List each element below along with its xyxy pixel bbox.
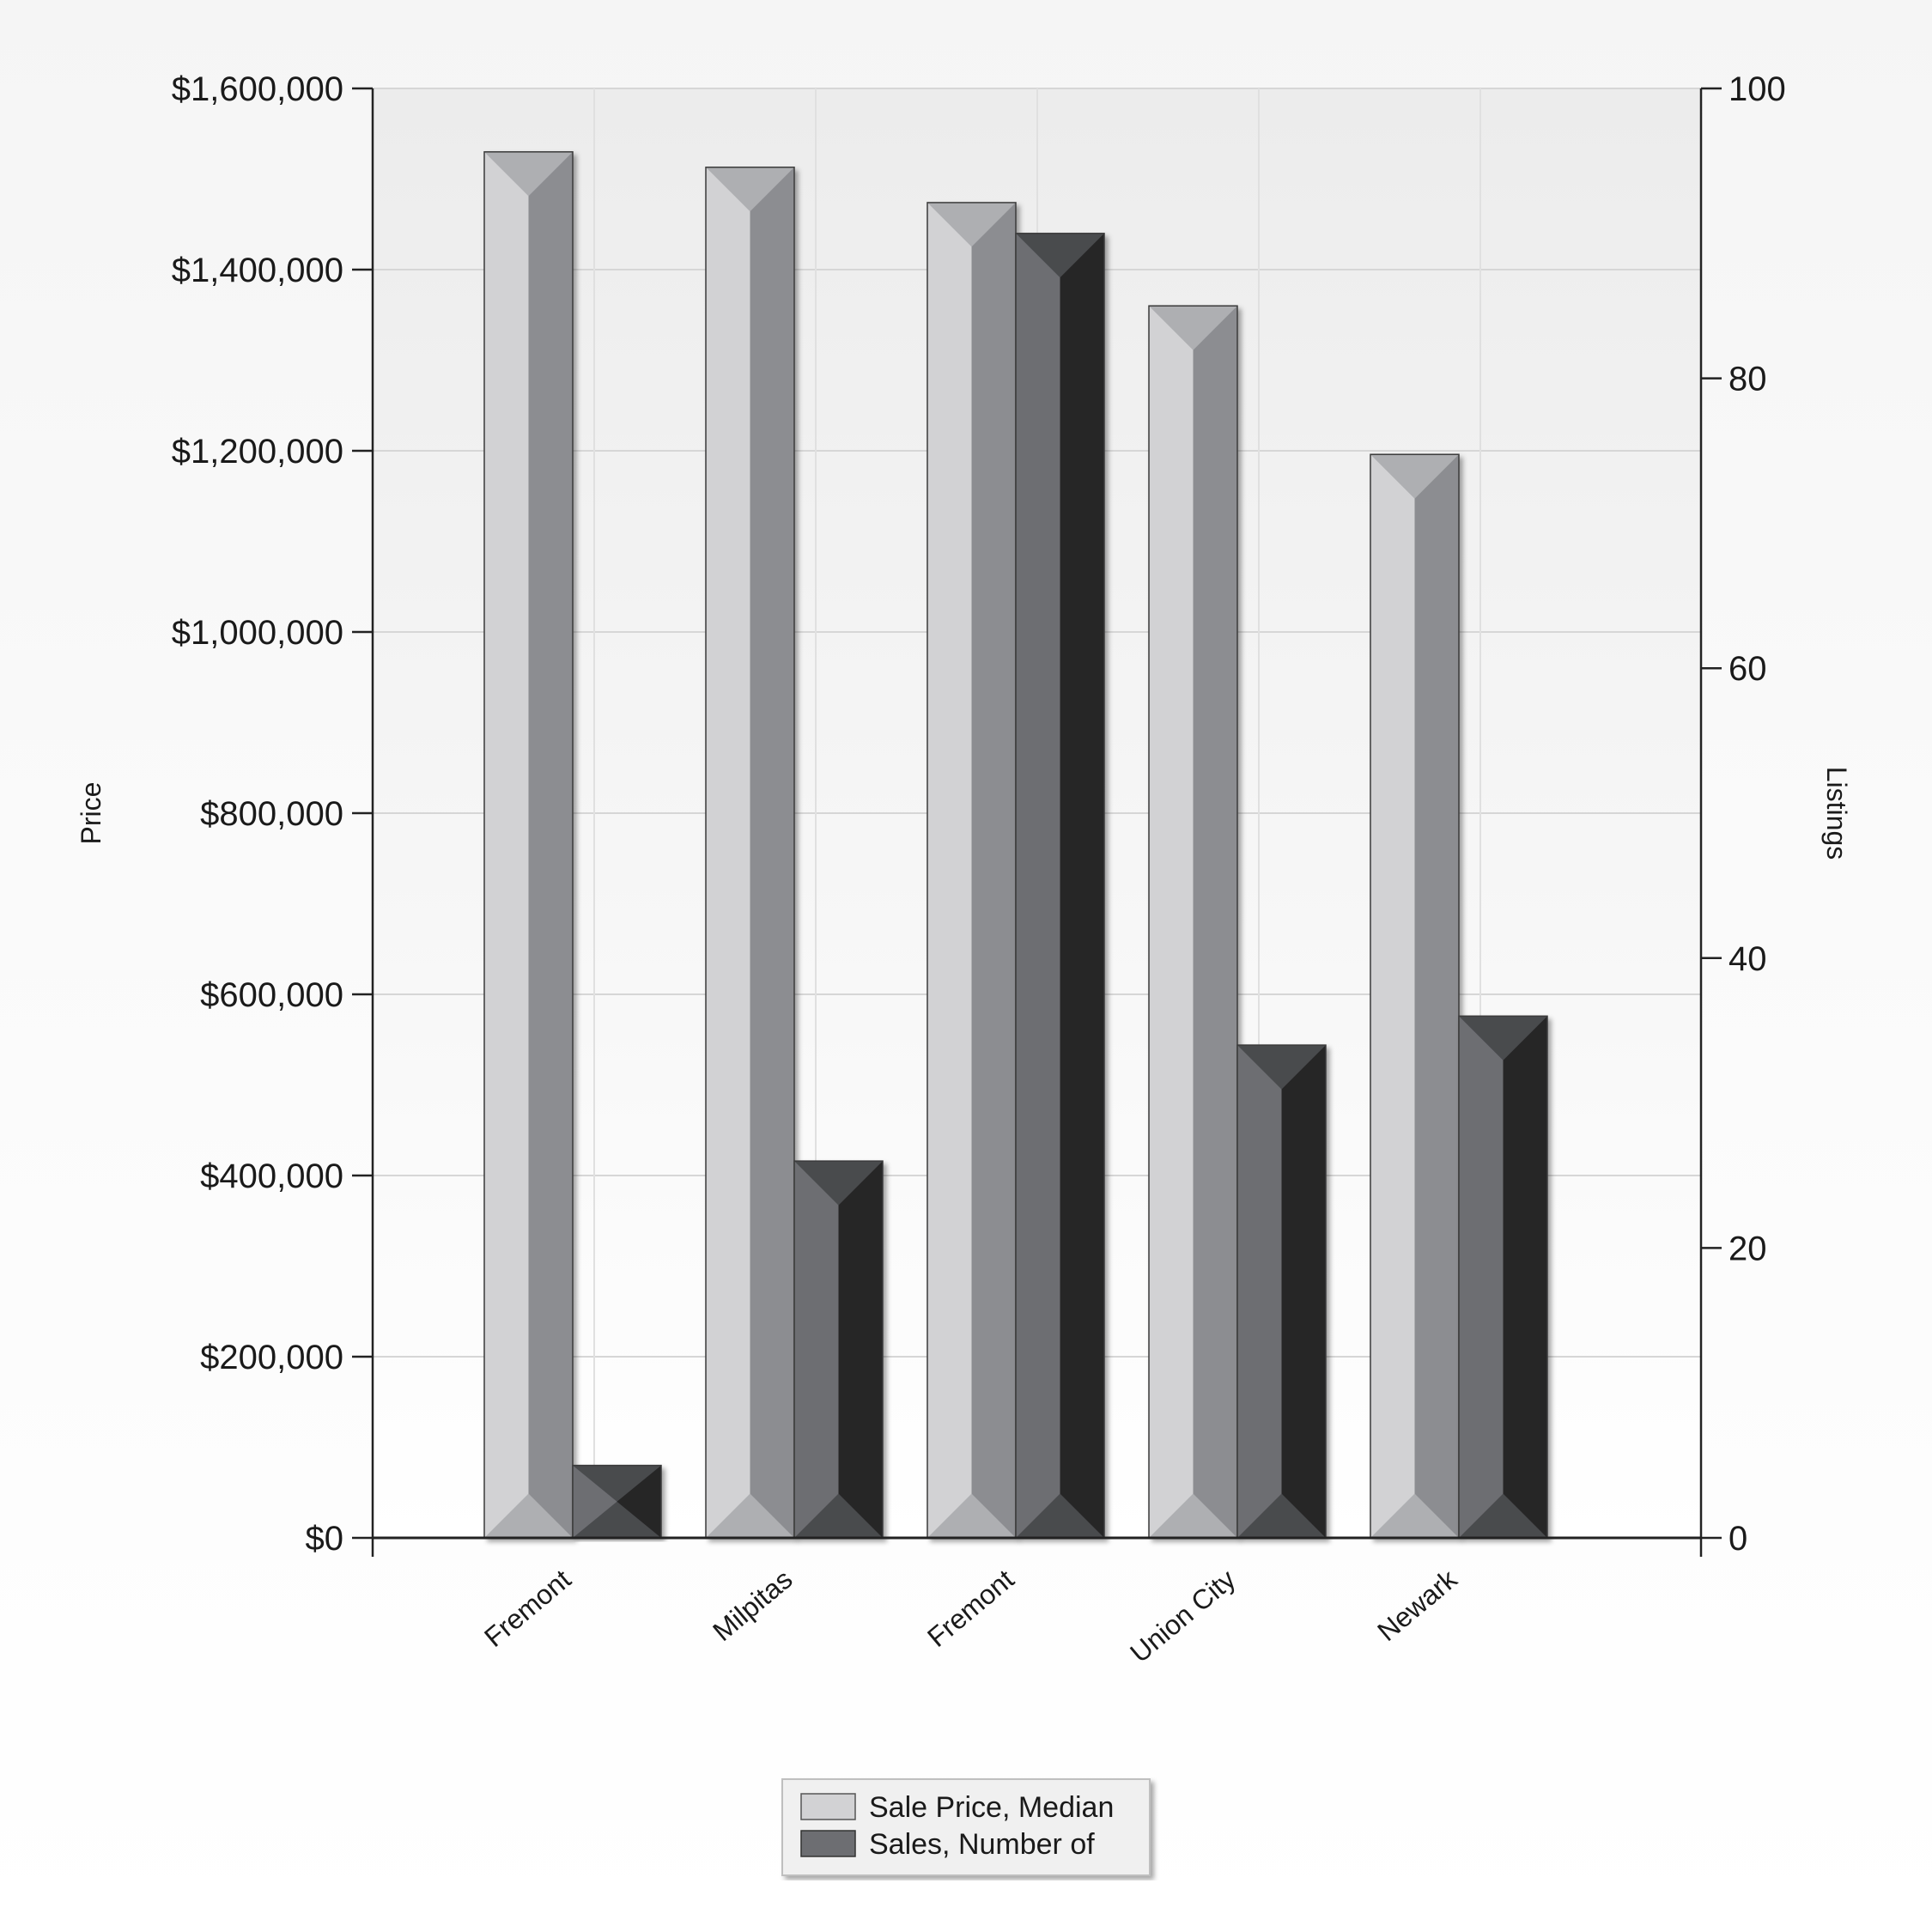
bar-sale-price [1370,453,1460,1539]
right-tick-label: 80 [1728,361,1767,398]
bar-sales-count-left-face [1016,233,1060,1538]
bar-sales-count-right-face [1060,233,1104,1538]
category-label: Fremont [478,1564,576,1653]
left-tick-label: $400,000 [200,1157,343,1195]
bar-sale-price-right-face [528,151,573,1539]
category-label: Fremont [921,1564,1019,1653]
category-label: Milpitas [707,1564,798,1647]
bar-sale-price-right-face [750,167,794,1538]
left-tick-label: $800,000 [200,795,343,833]
axes [371,88,1703,1557]
left-axis-ticks: $0 $200,000 $400,000 $600,000 $800,000 $1,000… [172,70,373,1558]
bar-sale-price [483,151,574,1539]
bar-sales-count-left-face [794,1161,839,1538]
category-label: Newark [1371,1563,1463,1647]
bar-sale-price-right-face [1193,306,1237,1539]
bar-sale-price-bottom-cap [484,1493,573,1538]
category-label: Union City [1124,1564,1241,1668]
bar-sales-count-bottom-cap [1459,1493,1547,1538]
bar-sale-price [1148,305,1238,1539]
bar-sales-count-right-face [1503,1016,1547,1538]
bar-sales-count-right-face [838,1161,883,1538]
legend-label-sale-price: Sale Price, Median [869,1791,1114,1824]
bar-sales-count-bottom-cap [794,1493,883,1538]
bar-sale-price-top-cap [706,167,794,212]
bars [483,151,1548,1539]
right-tick-label: 40 [1728,940,1767,978]
bar-sales-count-left-face [1459,1016,1504,1538]
bar-sales-count [1236,1044,1327,1539]
legend-label-sales-count: Sales, Number of [869,1828,1095,1861]
bar-sale-price-bottom-cap [706,1493,794,1538]
right-tick-label: 60 [1728,650,1767,688]
bar-sale-price-left-face [706,167,750,1538]
right-tick-label: 0 [1728,1520,1747,1558]
left-axis-title: Price [76,782,106,845]
bar-sale-price-bottom-cap [927,1493,1016,1538]
right-tick-label: 20 [1728,1230,1767,1267]
bar-sale-price-right-face [1414,454,1459,1538]
bar-sales-count-right-face [1281,1045,1326,1538]
bar-sale-price-left-face [927,202,972,1539]
bar-sale-price-left-face [1149,306,1194,1539]
legend-swatch-sale-price [800,1793,856,1820]
left-tick-label: $1,400,000 [172,252,343,289]
left-tick-label: $600,000 [200,976,343,1014]
bar-sales-count-top-cap [1016,233,1104,278]
bar-sale-price-left-face [1370,454,1415,1538]
right-axis-title: Listings [1821,767,1852,860]
bar-sale-price [927,202,1017,1539]
bar-sale-price-top-cap [1149,306,1237,350]
bar-sales-count-bottom-cap [1016,1493,1104,1538]
bar-sale-price [705,167,795,1539]
bar-sale-price-top-cap [484,151,573,197]
left-tick-label: $0 [306,1520,344,1558]
bar-sales-count-top-cap [1459,1016,1547,1060]
bar-sale-price-right-face [971,202,1016,1539]
right-tick-label: 100 [1728,70,1786,108]
bar-sales-count [572,1464,662,1539]
bar-sale-price-bottom-cap [1149,1493,1237,1538]
left-tick-label: $1,600,000 [172,70,343,108]
bar-sale-price-bottom-cap [1370,1493,1459,1538]
bar-sales-count-top-cap [1237,1045,1326,1090]
bar-sales-count [793,1160,884,1539]
left-tick-label: $200,000 [200,1339,343,1376]
bar-sale-price-top-cap [1370,454,1459,499]
bar-sales-count-left-face [1237,1045,1282,1538]
legend: Sale Price, Median Sales, Number of [781,1778,1151,1876]
bar-sale-price-top-cap [927,202,1016,247]
right-axis-ticks: 0 20 40 60 80 100 [1701,70,1786,1558]
bar-sales-count-bottom-cap [1237,1493,1326,1538]
bar-sales-count-top-cap [573,1465,661,1502]
bar-sales-count-top-cap [794,1161,883,1206]
category-labels: Fremont Milpitas Fremont Union City Newark [478,1563,1463,1668]
legend-swatch-sales-count [800,1830,856,1857]
left-tick-label: $1,000,000 [172,614,343,652]
bar-sale-price-left-face [484,151,529,1539]
bar-sales-count-bottom-cap [573,1501,661,1538]
left-tick-label: $1,200,000 [172,433,343,471]
bar-sales-count [1015,233,1105,1539]
bar-sales-count [1458,1015,1548,1539]
